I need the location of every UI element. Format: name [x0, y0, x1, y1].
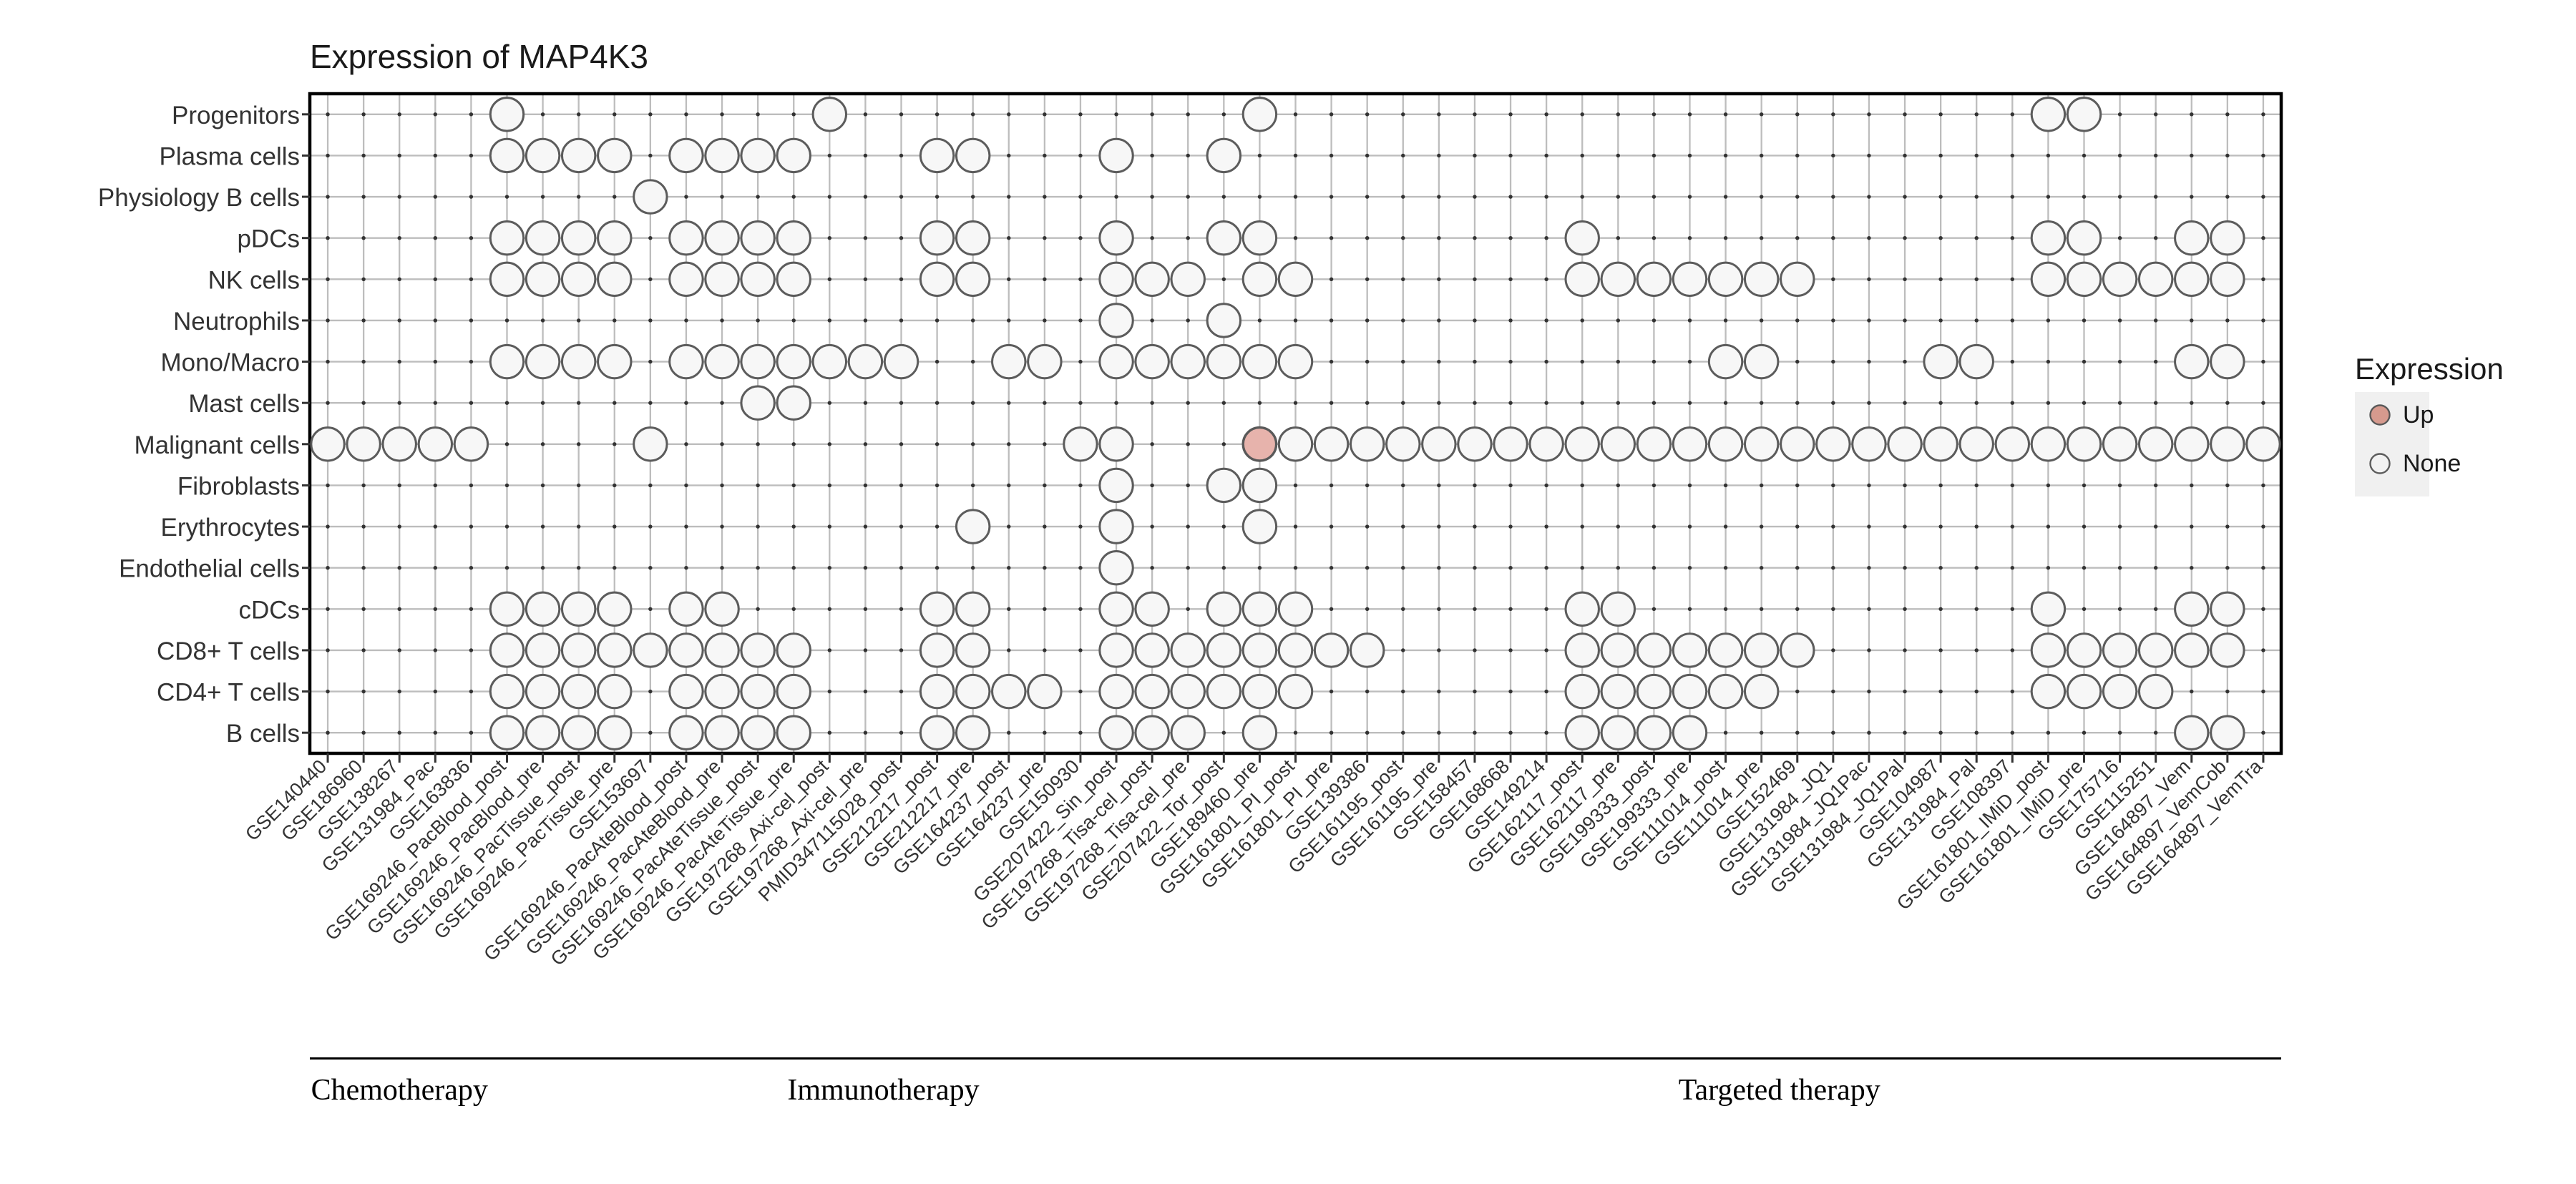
svg-text:Malignant cells: Malignant cells	[135, 431, 301, 459]
svg-text:Neutrophils: Neutrophils	[173, 308, 300, 336]
svg-text:Mono/Macro: Mono/Macro	[160, 349, 300, 377]
svg-text:cDCs: cDCs	[238, 596, 300, 624]
svg-text:Progenitors: Progenitors	[172, 102, 300, 129]
svg-text:Plasma cells: Plasma cells	[160, 142, 300, 170]
svg-text:None: None	[2403, 450, 2461, 477]
svg-text:Expression: Expression	[2355, 352, 2504, 386]
svg-text:Erythrocytes: Erythrocytes	[161, 514, 301, 542]
svg-text:CD4+ T cells: CD4+ T cells	[157, 679, 300, 707]
svg-text:NK cells: NK cells	[208, 266, 300, 294]
svg-text:Expression of MAP4K3: Expression of MAP4K3	[310, 38, 648, 75]
svg-text:CD8+ T cells: CD8+ T cells	[157, 637, 300, 665]
svg-text:Endothelial cells: Endothelial cells	[119, 555, 300, 583]
svg-text:Physiology B cells: Physiology B cells	[98, 184, 300, 212]
svg-text:B cells: B cells	[226, 720, 300, 748]
svg-text:Up: Up	[2403, 401, 2434, 429]
svg-text:Mast cells: Mast cells	[188, 390, 300, 418]
svg-text:pDCs: pDCs	[237, 225, 300, 253]
svg-text:Fibroblasts: Fibroblasts	[177, 472, 300, 500]
